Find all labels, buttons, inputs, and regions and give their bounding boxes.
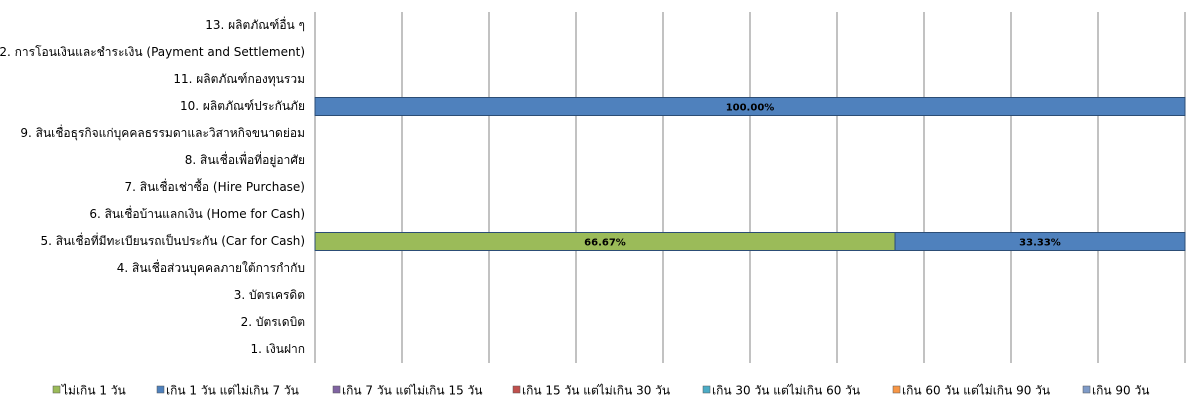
legend-swatch <box>512 385 521 394</box>
legend-label: เกิน 7 วัน แต่ไม่เกิน 15 วัน <box>342 384 482 398</box>
category-label: 5. สินเชื่อที่มีทะเบียนรถเป็นประกัน (Car… <box>40 232 305 248</box>
data-label: 100.00% <box>726 103 775 114</box>
data-label: 33.33% <box>1019 238 1061 249</box>
legend-swatch <box>156 385 165 394</box>
legend-swatch <box>892 385 901 394</box>
category-label: 6. สินเชื่อบ้านแลกเงิน (Home for Cash) <box>89 205 305 221</box>
legend-swatch <box>1082 385 1091 394</box>
legend-label: เกิน 60 วัน แต่ไม่เกิน 90 วัน <box>902 384 1050 398</box>
bar-segment <box>314 97 1186 116</box>
legend-swatch <box>52 385 61 394</box>
legend-label: เกิน 30 วัน แต่ไม่เกิน 60 วัน <box>712 384 860 398</box>
legend-swatch <box>702 385 711 394</box>
category-label: 11. ผลิตภัณฑ์กองทุนรวม <box>173 72 305 87</box>
category-label: 8. สินเชื่อเพื่อที่อยู่อาศัย <box>185 151 305 168</box>
category-label: 2. บัตรเดบิต <box>241 315 305 329</box>
legend-label: เกิน 90 วัน <box>1092 384 1149 398</box>
category-label: 7. สินเชื่อเช่าซื้อ (Hire Purchase) <box>125 178 305 194</box>
category-label: 3. บัตรเครดิต <box>234 288 305 302</box>
legend-swatch <box>332 385 341 394</box>
bar-segment <box>894 232 1186 251</box>
data-label: 66.67% <box>584 238 626 249</box>
category-label: 13. ผลิตภัณฑ์อื่น ๆ <box>205 16 305 32</box>
category-label: 10. ผลิตภัณฑ์ประกันภัย <box>180 99 305 113</box>
legend-label: ไม่เกิน 1 วัน <box>61 384 126 398</box>
category-label: 4. สินเชื่อส่วนบุคคลภายใต้การกำกับ <box>117 259 305 276</box>
legend-label: เกิน 1 วัน แต่ไม่เกิน 7 วัน <box>166 384 299 398</box>
legend-label: เกิน 15 วัน แต่ไม่เกิน 30 วัน <box>522 384 670 398</box>
category-label: 12. การโอนเงินและชำระเงิน (Payment and S… <box>0 45 305 59</box>
category-label: 9. สินเชื่อธุรกิจแก่บุคคลธรรมดาและวิสาหก… <box>20 124 305 141</box>
category-label: 1. เงินฝาก <box>251 342 305 356</box>
